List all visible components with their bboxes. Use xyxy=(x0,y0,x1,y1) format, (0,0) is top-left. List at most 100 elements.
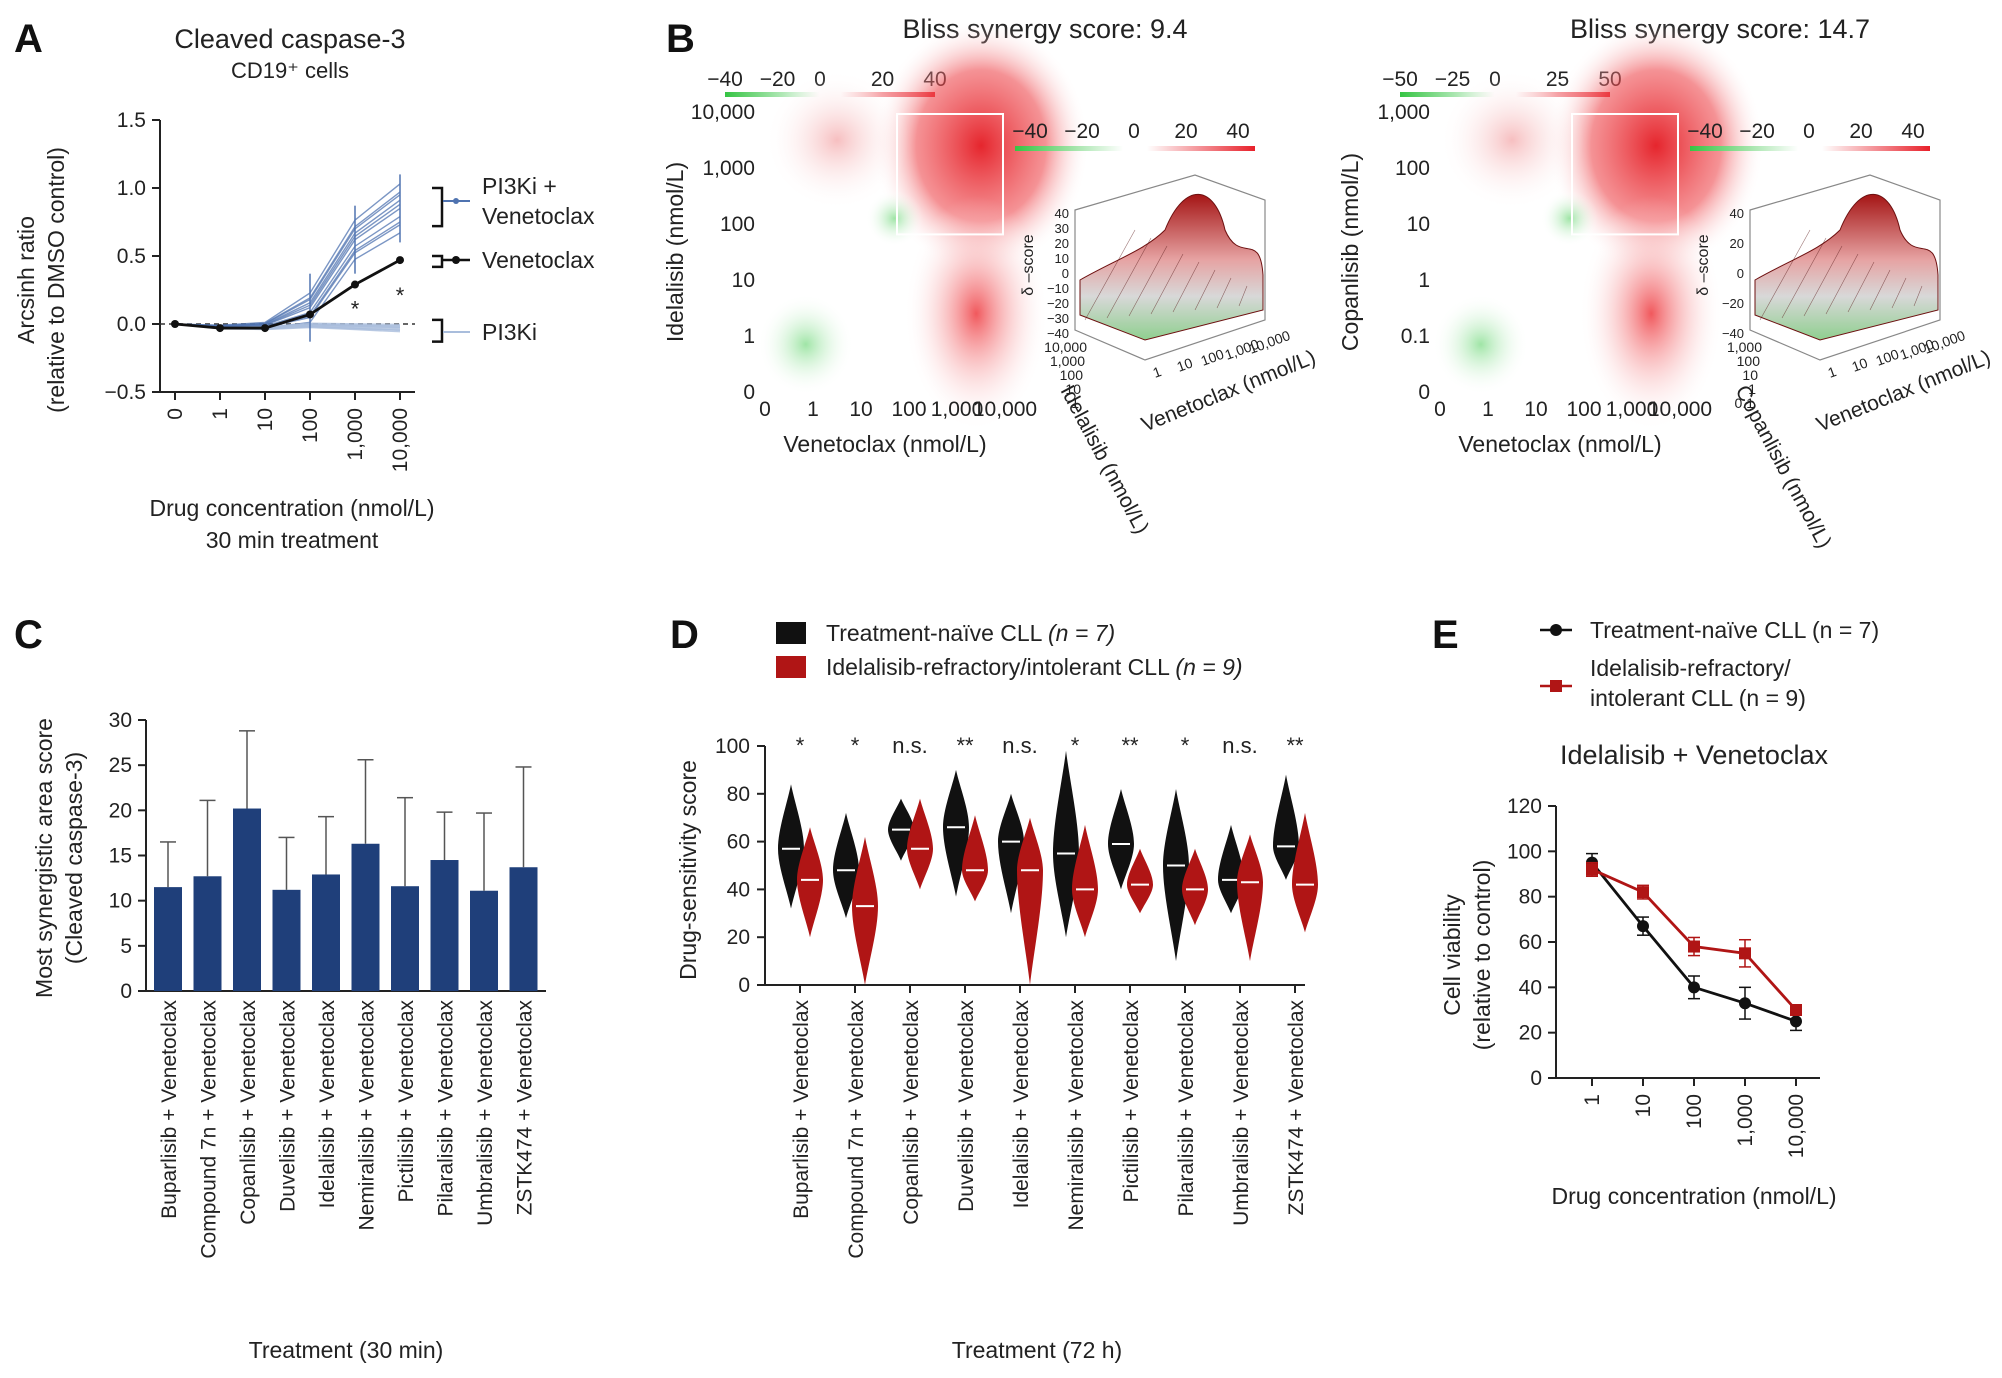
b2-ytick: 100 xyxy=(1395,157,1430,180)
b2-surface-colorbar-label: 40 xyxy=(1901,120,1924,143)
b1-surface-mesh xyxy=(1238,285,1248,307)
b2-surface xyxy=(1754,193,1939,341)
e-point-naive xyxy=(1688,981,1700,994)
b2-surface-ylabel: Copanlisib (nmol/L) xyxy=(1731,382,1836,553)
b2-colorbar-label: −25 xyxy=(1435,68,1471,91)
a-venetoclax-point xyxy=(171,320,179,328)
d-significance: n.s. xyxy=(892,733,927,758)
b2-surface-xtick: 100 xyxy=(1874,346,1902,369)
b1-xtick: 0 xyxy=(759,398,771,421)
e-ytick-label: 0 xyxy=(1530,1067,1542,1090)
panel-a-xlabel2: 30 min treatment xyxy=(206,527,379,553)
panel-letter-e: E xyxy=(1432,613,1459,657)
b2-surface-box xyxy=(1749,174,1941,361)
b1-hot-region-2 xyxy=(904,196,1049,432)
c-bar xyxy=(312,874,340,991)
b2-xtick: 0 xyxy=(1434,398,1446,421)
b2-ylabel: Copanlisib (nmol/L) xyxy=(1337,153,1363,351)
legend-swatch-refractory xyxy=(776,656,806,678)
b1-xtick: 100 xyxy=(891,398,926,421)
a-ytick-label: 1.0 xyxy=(117,177,146,200)
b2-ytick: 1 xyxy=(1418,269,1430,292)
c-category-label: Pilaralisib + Venetoclax xyxy=(435,1000,458,1217)
b1-surface-ztick: 10 xyxy=(1055,251,1069,266)
b1-surface-ztick: 30 xyxy=(1055,221,1069,236)
d-category-label: Compound 7n + Venetoclax xyxy=(845,1000,868,1259)
d-category-label: Idelalisib + Venetoclax xyxy=(1010,1000,1033,1209)
b1-surface-xtick: 10,000 xyxy=(1247,327,1293,357)
a-venetoclax-point xyxy=(261,324,269,333)
b1-ytick: 0 xyxy=(743,381,755,404)
c-category-label: Nemiralisib + Venetoclax xyxy=(356,1000,379,1231)
b1-max-area-box xyxy=(896,113,1004,236)
d-category-label: Duvelisib + Venetoclax xyxy=(955,1000,978,1212)
c-ytick-label: 0 xyxy=(120,980,132,1003)
e-point-naive xyxy=(1790,1015,1802,1028)
b1-surface-ytick: 10,000 xyxy=(1044,339,1087,355)
b1-colorbar-label: −20 xyxy=(760,68,796,91)
b1-xtick: 1,000 xyxy=(931,398,984,421)
b2-surface-mesh xyxy=(1847,261,1875,313)
a-combo-trace xyxy=(174,207,401,328)
d-significance: n.s. xyxy=(1222,733,1257,758)
b1-surface-ztick: 0 xyxy=(1062,266,1069,281)
b2-surface-zlabel: δ –score xyxy=(1695,234,1712,295)
a-xtick-label: 1 xyxy=(209,408,232,420)
panel-a: A Cleaved caspase-3 CD19⁺ cells Arcsinh … xyxy=(13,17,595,553)
b1-xlabel: Venetoclax (nmol/L) xyxy=(783,431,986,457)
b2-xtick: 1,000 xyxy=(1606,398,1659,421)
a-bracket-pi3ki xyxy=(432,318,444,343)
d-violin-refractory xyxy=(797,827,823,938)
legend-label-refractory: Idelalisib-refractory/intolerant CLL (n … xyxy=(826,654,1243,680)
e-xtick-label: 100 xyxy=(1683,1094,1706,1129)
d-ytick-label: 0 xyxy=(738,974,750,997)
b2-surface-ytick: 1,000 xyxy=(1727,339,1762,355)
d-category-label: Umbralisib + Venetoclax xyxy=(1230,1000,1253,1226)
a-venetoclax-line xyxy=(174,258,401,330)
c-bar xyxy=(351,843,380,991)
c-ytick-label: 5 xyxy=(120,935,132,958)
panel-letter-b: B xyxy=(666,17,695,61)
b1-surface-ztick: −20 xyxy=(1047,296,1069,311)
b1-surface-ytick: 10 xyxy=(1065,381,1081,397)
d-significance: ** xyxy=(1121,733,1139,758)
panel-a-title: Cleaved caspase-3 xyxy=(174,24,405,54)
b1-surface-ztick: −30 xyxy=(1047,311,1069,326)
a-ytick-label: 1.5 xyxy=(117,109,146,132)
b2-surface-colorbar-label: −40 xyxy=(1687,120,1723,143)
b2-colorbar-label: −50 xyxy=(1382,68,1418,91)
d-violin-refractory xyxy=(1182,848,1208,926)
c-category-label: ZSTK474 + Venetoclax xyxy=(514,1000,537,1216)
a-xtick-label: 0 xyxy=(164,408,187,420)
panel-d-xlabel: Treatment (72 h) xyxy=(952,1337,1122,1363)
d-violin-refractory xyxy=(1292,812,1318,933)
b1-surface-colorbar-label: −40 xyxy=(1012,120,1048,143)
c-bar xyxy=(430,860,459,991)
c-bar xyxy=(391,886,419,991)
b2-surface-ytick: 100 xyxy=(1737,353,1761,369)
b2-surface-colorbar-label: 0 xyxy=(1803,120,1815,143)
b2-surface-mesh xyxy=(1913,285,1923,307)
a-venetoclax-point xyxy=(396,256,404,265)
c-ytick-label: 30 xyxy=(109,709,132,732)
c-ytick-label: 20 xyxy=(109,799,132,822)
panel-e: E Treatment-naïve CLL (n = 7) Idelalisib… xyxy=(1432,613,1879,1209)
c-bar xyxy=(272,889,301,991)
b2-surface-mesh xyxy=(1825,253,1859,315)
b1-surface-colorbar xyxy=(1015,146,1255,151)
b1-surface-mesh xyxy=(1106,237,1152,319)
b1-surface-colorbar-label: 40 xyxy=(1226,120,1249,143)
b1-ytick: 10 xyxy=(732,269,755,292)
e-point-refractory xyxy=(1688,940,1700,953)
b2-ytick: 0.1 xyxy=(1401,325,1430,348)
b2-hot-region-2 xyxy=(1579,196,1724,432)
d-significance: * xyxy=(851,733,860,758)
d-category-label: Nemiralisib + Venetoclax xyxy=(1065,1000,1088,1231)
legend-e-refractory-line1: Idelalisib-refractory/ xyxy=(1590,655,1791,681)
c-category-label: Compound 7n + Venetoclax xyxy=(198,1000,221,1259)
a-legend-combo-2: Venetoclax xyxy=(482,203,595,229)
legend-e-refractory-line2: intolerant CLL (n = 9) xyxy=(1590,685,1806,711)
a-venetoclax-point xyxy=(306,310,314,319)
a-venetoclax-point xyxy=(351,280,359,289)
b1-surface-mesh xyxy=(1194,269,1216,311)
